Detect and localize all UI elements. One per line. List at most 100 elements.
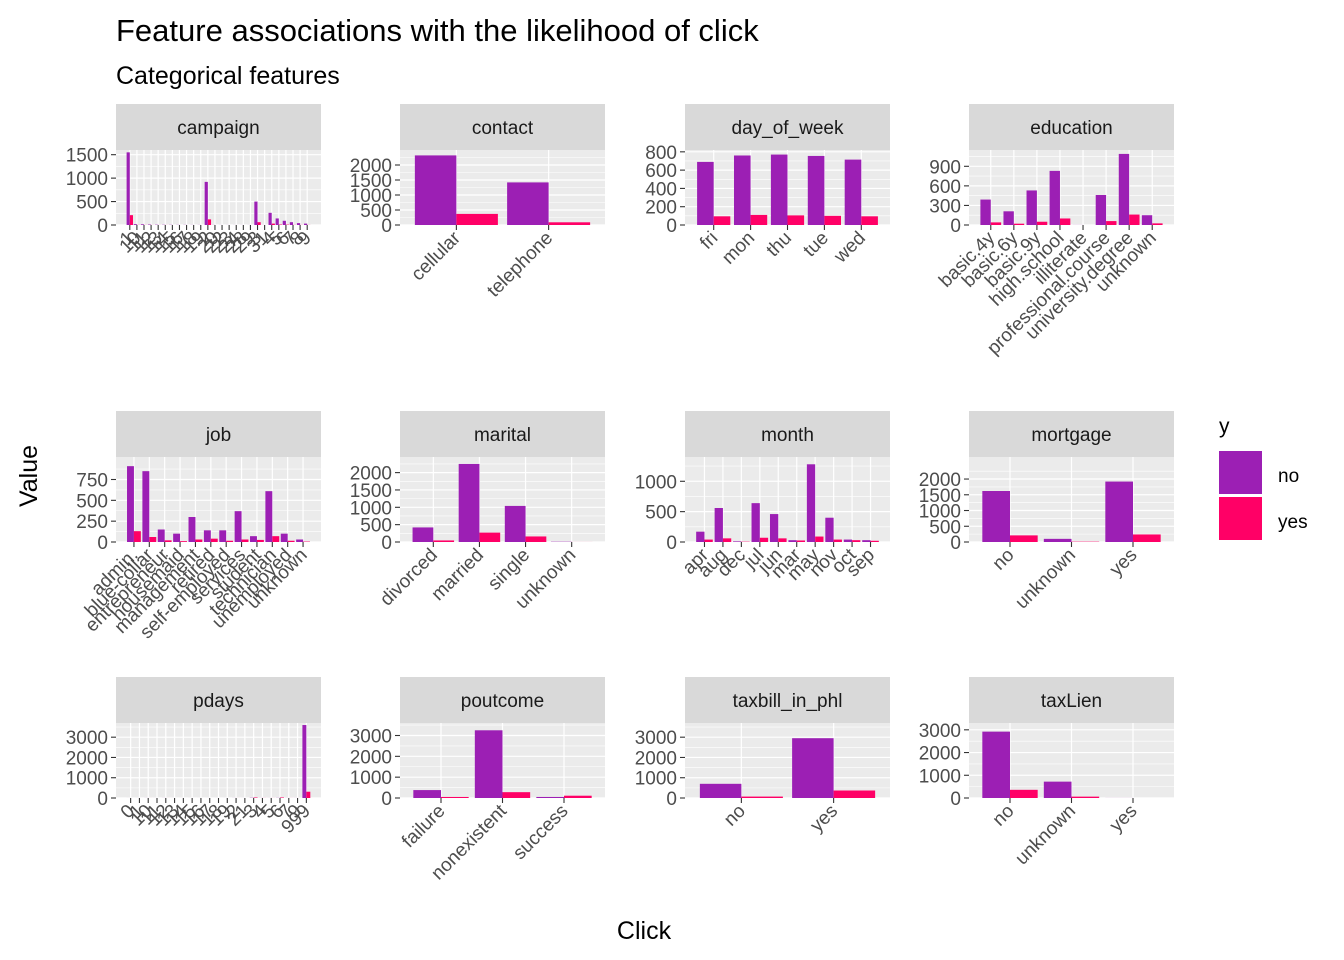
bar-yes-6	[280, 797, 284, 798]
facet-strip-label: taxbill_in_phl	[733, 691, 843, 712]
y-tick-label: 1000	[635, 472, 677, 493]
x-tick-label: married	[428, 545, 488, 605]
bar-no-university.degree	[1118, 153, 1130, 225]
bar-no-nov	[825, 517, 834, 542]
bar-yes-housemaid	[180, 541, 187, 542]
y-tick-label: 0	[97, 216, 108, 237]
y-tick-label: 3000	[919, 721, 961, 742]
bar-no-may	[806, 464, 816, 542]
bar-yes-yes	[833, 790, 876, 798]
bar-no-oct	[843, 539, 853, 542]
bar-no-retired	[203, 530, 211, 542]
y-tick-label: 500	[929, 517, 961, 538]
facet-strip	[685, 677, 890, 723]
x-tick-label: cellular	[407, 227, 465, 285]
y-tick-label: 0	[381, 533, 392, 554]
x-tick-label: unknown	[1011, 545, 1080, 614]
bar-no-fri	[697, 161, 714, 225]
y-tick-label: 1000	[919, 502, 961, 523]
bar-no-jul	[751, 503, 760, 542]
bar-yes-jun	[778, 538, 787, 542]
x-tick-label: mon	[718, 228, 759, 269]
facet-strip-label: job	[205, 425, 231, 446]
bar-no-services	[234, 511, 242, 542]
x-tick-label: success	[509, 801, 572, 864]
x-tick-label: yes	[806, 801, 842, 837]
bar-no-no	[699, 783, 742, 798]
x-tick-label: yes	[1106, 545, 1142, 581]
bar-no-jun	[769, 514, 779, 542]
legend: y no yes	[1219, 415, 1308, 540]
y-tick-label: 300	[929, 196, 961, 217]
facet-strip	[685, 104, 890, 150]
y-tick-label: 500	[76, 193, 108, 214]
bar-no-5	[275, 218, 279, 225]
bar-yes-unknown	[1071, 796, 1100, 798]
facet-strip-label: taxLien	[1041, 691, 1102, 712]
plot-panel-bg	[969, 150, 1174, 225]
bar-no-yes	[792, 738, 834, 798]
bar-no-failure	[413, 790, 441, 798]
y-tick-label: 0	[666, 533, 677, 554]
bar-yes-3	[253, 797, 258, 798]
bar-yes-cellular	[456, 213, 498, 225]
facet-strip	[685, 411, 890, 457]
bar-yes-jul	[759, 537, 769, 542]
bar-no-entrepreneur	[157, 529, 165, 542]
bar-no-7	[289, 222, 294, 225]
bar-no-professional.course	[1095, 195, 1107, 225]
bar-no-4	[268, 212, 272, 225]
bar-yes-entrepreneur	[164, 540, 172, 542]
bar-yes-oct	[852, 540, 861, 542]
bar-yes-basic.4y	[990, 222, 1002, 225]
facet-strip	[116, 104, 321, 150]
y-tick-label: 3000	[350, 727, 392, 748]
bar-no-housemaid	[173, 533, 181, 542]
bar-yes-divorced	[433, 540, 455, 542]
x-tick-label: divorced	[376, 545, 442, 611]
bar-yes-2	[207, 219, 212, 225]
bar-yes-professional.course	[1106, 221, 1117, 225]
bar-yes-sep	[870, 540, 879, 542]
bar-yes-no	[1010, 789, 1038, 798]
bar-yes-nonexistent	[502, 792, 531, 798]
bar-yes-retired	[210, 538, 218, 542]
facet-panel-education: education0300600900basic.4ybasic.6ybasic…	[929, 104, 1174, 359]
x-tick-label: thu	[763, 228, 797, 262]
legend-title: y	[1219, 415, 1230, 438]
y-tick-label: 2000	[350, 156, 392, 177]
y-tick-label: 500	[360, 201, 392, 222]
bar-no-unknown	[296, 539, 304, 542]
bar-no-admin.	[127, 466, 134, 542]
bar-no-sep	[862, 540, 871, 542]
y-tick-label: 500	[76, 491, 108, 512]
facet-strip	[116, 677, 321, 723]
bar-no-apr	[696, 531, 705, 542]
bar-yes-university.degree	[1129, 214, 1140, 225]
y-tick-label: 500	[645, 503, 677, 524]
y-tick-label: 0	[381, 216, 392, 237]
bar-no-mon	[733, 155, 751, 225]
chart-subtitle: Categorical features	[116, 62, 340, 90]
y-tick-label: 3000	[66, 728, 108, 749]
bar-no-telephone	[507, 182, 549, 225]
bar-yes-may	[815, 536, 824, 542]
bar-yes-thu	[787, 215, 805, 225]
facet-strip-label: marital	[474, 425, 531, 446]
y-tick-label: 1000	[350, 498, 392, 519]
facet-strip-label: day_of_week	[732, 118, 844, 139]
bar-yes-aug	[722, 538, 732, 542]
facet-strip	[116, 411, 321, 457]
bar-no-basic.4y	[980, 199, 991, 225]
y-tick-label: 2000	[350, 464, 392, 485]
facet-panel-poutcome: poutcome0100020003000failurenonexistents…	[350, 677, 605, 884]
facet-panel-month: month05001000apraugdecjuljunmarmaynovoct…	[635, 411, 890, 585]
bar-yes-4	[271, 223, 275, 225]
bar-yes-apr	[704, 539, 713, 542]
bar-no-999	[302, 725, 307, 798]
legend-label-no: no	[1278, 466, 1299, 487]
chart-title: Feature associations with the likelihood…	[116, 13, 759, 48]
